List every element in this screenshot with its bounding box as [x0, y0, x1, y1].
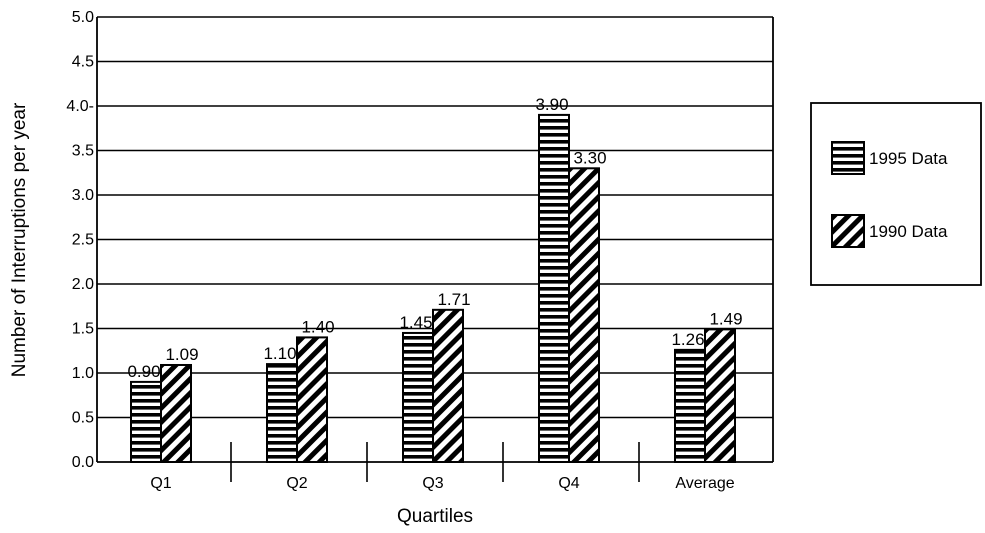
bar-series-1-average	[674, 348, 706, 463]
y-tick-label: 0.5	[72, 410, 94, 427]
bar-series-2-average	[704, 328, 736, 464]
bar-series-1-q3	[402, 331, 434, 464]
legend-swatch-series-2	[831, 214, 865, 248]
data-label: 1.71	[437, 290, 470, 309]
y-tick-label: 3.0	[72, 187, 94, 204]
legend-swatch-series-1	[831, 141, 865, 175]
legend-label: 1990 Data	[869, 222, 948, 241]
bar-series-2-q1	[160, 363, 192, 463]
x-tick-label: Q2	[286, 475, 307, 492]
data-label: 1.10	[263, 344, 296, 363]
axes	[96, 17, 774, 482]
x-tick-label: Q4	[558, 475, 579, 492]
y-tick-label: 4.5	[72, 54, 94, 71]
bar-series-1-q4	[538, 113, 570, 464]
y-tick-label: 5.0	[72, 9, 94, 26]
y-axis-label: Number of Interruptions per year	[9, 102, 30, 377]
bar-series-2-q3	[432, 308, 464, 463]
data-label: 1.26	[671, 330, 704, 349]
data-label: 3.90	[535, 95, 568, 114]
y-tick-label: 1.0	[72, 365, 94, 382]
bar-series-2-q2	[296, 336, 328, 463]
data-label: 0.90	[127, 362, 160, 381]
labels: 0.0 0.5 1.0 1.5 2.0 2.5 3.0 3.5 4.0- 4.5 5.0 0.90 1.…	[9, 9, 743, 527]
data-label: 3.30	[573, 148, 606, 167]
legend: 1995 Data 1990 Data	[810, 102, 982, 286]
x-tick-label: Q3	[422, 475, 443, 492]
gridlines	[97, 16, 773, 419]
bar-series-1-q2	[266, 363, 298, 464]
y-tick-label: 3.5	[72, 143, 94, 160]
y-tick-label: 0.0	[72, 454, 94, 471]
bar-series-1-q1	[130, 380, 162, 463]
data-label: 1.45	[399, 313, 432, 332]
data-label: 1.49	[709, 309, 742, 328]
data-label: 1.40	[301, 317, 334, 336]
y-tick-label: 2.0	[72, 276, 94, 293]
bars	[130, 113, 736, 464]
legend-label: 1995 Data	[869, 149, 948, 168]
y-tick-label: 1.5	[72, 321, 94, 338]
x-axis-label: Quartiles	[397, 506, 473, 527]
y-tick-label: 2.5	[72, 232, 94, 249]
y-tick-label: 4.0-	[66, 98, 94, 115]
x-tick-label: Q1	[150, 475, 171, 492]
data-label: 1.09	[165, 345, 198, 364]
x-tick-label: Average	[675, 475, 734, 492]
bar-series-2-q4	[568, 167, 600, 464]
legend-box	[810, 102, 982, 286]
